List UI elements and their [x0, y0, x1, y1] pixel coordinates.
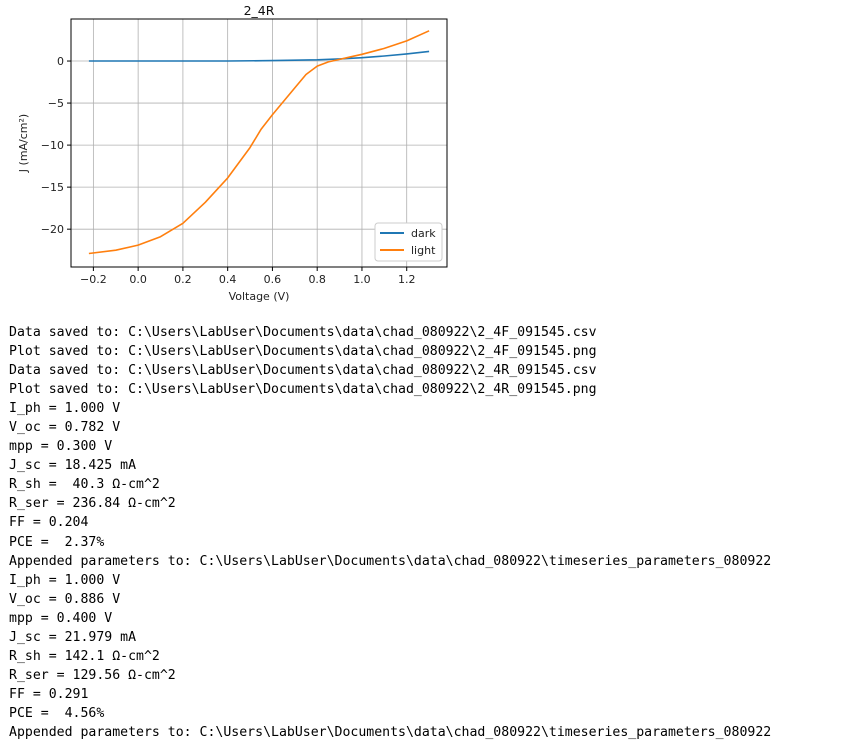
y-tick-label: −10 [41, 139, 64, 152]
plot-title: 2_4R [244, 3, 275, 18]
series-line-dark [88, 50, 430, 62]
x-tick-label: 0.0 [129, 273, 147, 286]
legend: dark light [374, 222, 443, 262]
console-line: mpp = 0.400 V [9, 610, 113, 626]
x-tick-label: 0.8 [308, 273, 326, 286]
console-line: Appended parameters to: C:\Users\LabUser… [9, 553, 772, 569]
console-output: Data saved to: C:\Users\LabUser\Document… [9, 323, 859, 742]
x-axis-label: Voltage (V) [229, 290, 290, 303]
jv-curve-plot: 2_4R Voltage (V) J (mA/cm²) dark light −… [0, 0, 470, 318]
console-line: Data saved to: C:\Users\LabUser\Document… [9, 325, 597, 340]
console-line: mpp = 0.300 V [9, 439, 113, 455]
console-line: I_ph = 1.000 V [9, 572, 121, 588]
console-line: Plot saved to: C:\Users\LabUser\Document… [9, 382, 597, 398]
console-line: R_ser = 129.56 Ω-cm^2 [9, 667, 176, 683]
tick-marks [67, 60, 408, 271]
y-tick-label: −5 [48, 97, 64, 110]
x-tick-label: 0.2 [174, 273, 192, 286]
x-tick-label: 1.0 [353, 273, 371, 286]
console-line: I_ph = 1.000 V [9, 401, 121, 417]
series-lines [88, 30, 430, 255]
y-tick-label: −20 [41, 223, 64, 236]
console-line: PCE = 4.56% [9, 705, 105, 721]
console-line: R_sh = 142.1 Ω-cm^2 [9, 648, 160, 664]
legend-label-light: light [411, 244, 436, 257]
series-line-light [88, 30, 430, 255]
x-tick-label: −0.2 [80, 273, 107, 286]
console-line: V_oc = 0.782 V [9, 420, 121, 436]
legend-label-dark: dark [411, 227, 436, 240]
console-line: PCE = 2.37% [9, 534, 105, 550]
console-line: Plot saved to: C:\Users\LabUser\Document… [9, 344, 597, 360]
x-tick-label: 1.2 [398, 273, 416, 286]
console-line: FF = 0.291 [9, 686, 89, 702]
y-axis-label: J (mA/cm²) [17, 114, 30, 173]
console-line: Data saved to: C:\Users\LabUser\Document… [9, 363, 597, 379]
console-line: J_sc = 18.425 mA [9, 458, 137, 474]
x-tick-label: 0.6 [264, 273, 282, 286]
console-line: V_oc = 0.886 V [9, 591, 121, 607]
console-line: R_sh = 40.3 Ω-cm^2 [9, 477, 160, 493]
plot-canvas: 2_4R Voltage (V) J (mA/cm²) dark light −… [17, 3, 448, 303]
console-line: J_sc = 21.979 mA [9, 629, 137, 645]
y-tick-label: −15 [41, 181, 64, 194]
x-tick-label: 0.4 [219, 273, 237, 286]
console-line: Appended parameters to: C:\Users\LabUser… [9, 724, 772, 740]
console-line: R_ser = 236.84 Ω-cm^2 [9, 496, 176, 512]
console-line: FF = 0.204 [9, 515, 89, 531]
axes-frame [70, 18, 448, 268]
y-tick-label: 0 [57, 55, 64, 68]
